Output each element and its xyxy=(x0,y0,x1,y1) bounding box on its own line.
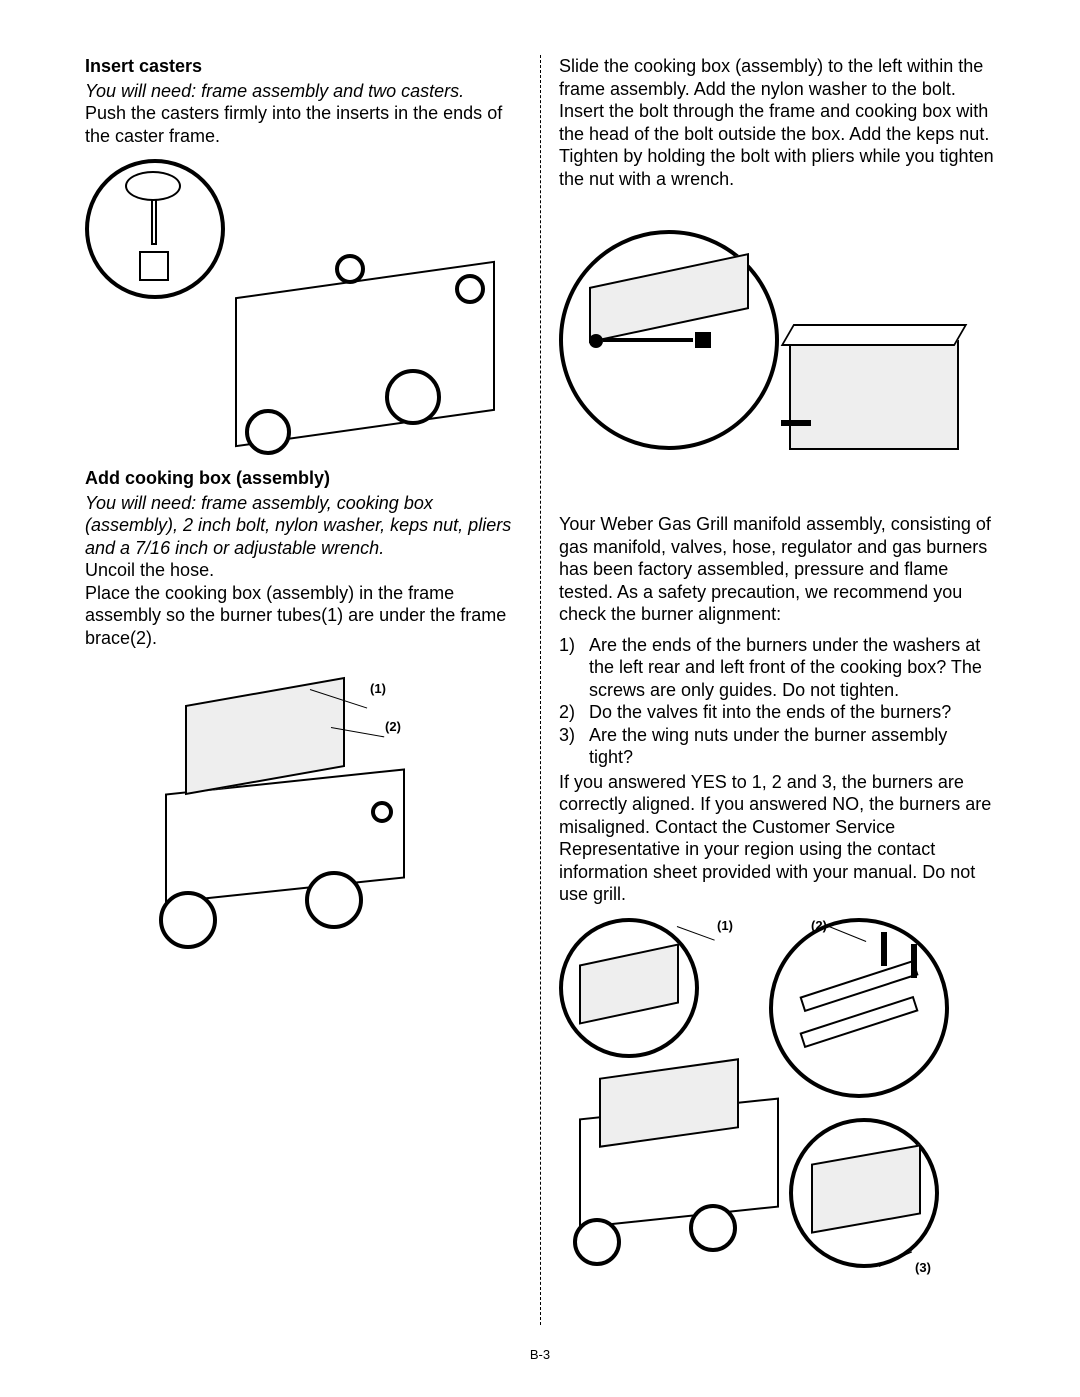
bolt-head-icon xyxy=(589,334,603,348)
section-insert-casters: Insert casters You will need: frame asse… xyxy=(85,55,522,147)
callout-r1: 1 xyxy=(717,918,733,933)
check-2-text: Do the valves fit into the ends of the b… xyxy=(589,701,951,724)
heading-insert-casters: Insert casters xyxy=(85,55,522,78)
check-1-text: Are the ends of the burners under the wa… xyxy=(589,634,995,702)
wheel-d-icon xyxy=(689,1204,737,1252)
page-number: B-3 xyxy=(0,1347,1080,1362)
callout-r3-label: 3 xyxy=(915,1260,931,1275)
body-insert-casters: Push the casters firmly into the inserts… xyxy=(85,102,522,147)
figure-alignment-checks: 1 2 3 xyxy=(559,918,995,1288)
keps-nut-icon xyxy=(695,332,711,348)
caster-a-icon xyxy=(371,801,393,823)
bolt-side-icon xyxy=(781,420,811,426)
wheel-c-icon xyxy=(573,1218,621,1266)
callout-r2: 2 xyxy=(811,918,827,933)
list-number-3: 3) xyxy=(559,724,589,769)
callout-r2-label: 2 xyxy=(811,918,827,933)
check-3-text: Are the wing nuts under the burner assem… xyxy=(589,724,995,769)
frame-leg-top-icon xyxy=(139,251,169,281)
caster-top-2-icon xyxy=(455,274,485,304)
figure-bolt-detail xyxy=(559,230,995,485)
figure-add-cooking-box: 1 2 xyxy=(145,661,445,961)
valve-stem-1-icon xyxy=(881,932,887,966)
figure-insert-casters xyxy=(85,159,522,439)
callout-r1-label: 1 xyxy=(717,918,733,933)
callout-2-label: 2 xyxy=(385,719,401,734)
right-column: Slide the cooking box (assembly) to the … xyxy=(540,55,995,1325)
para-slide-box-text: Slide the cooking box (assembly) to the … xyxy=(559,55,995,190)
wheel-b-icon xyxy=(305,871,363,929)
detail-circle-3b-icon xyxy=(769,918,949,1098)
bolt-shaft-icon xyxy=(603,338,693,342)
list-item: 3) Are the wing nuts under the burner as… xyxy=(559,724,995,769)
page-columns: Insert casters You will need: frame asse… xyxy=(85,55,995,1325)
valve-stem-2-icon xyxy=(911,944,917,978)
body-place-box: Place the cooking box (assembly) in the … xyxy=(85,582,522,650)
list-item: 2) Do the valves fit into the ends of th… xyxy=(559,701,995,724)
wheel-2-icon xyxy=(385,369,441,425)
para-answer: If you answered YES to 1, 2 and 3, the b… xyxy=(559,771,995,906)
list-number-2: 2) xyxy=(559,701,589,724)
para-slide-box: Slide the cooking box (assembly) to the … xyxy=(559,55,995,190)
para-manifold: Your Weber Gas Grill manifold assembly, … xyxy=(559,513,995,626)
burner-check-list: 1) Are the ends of the burners under the… xyxy=(559,634,995,769)
wheel-a-icon xyxy=(159,891,217,949)
left-column: Insert casters You will need: frame asse… xyxy=(85,55,540,1325)
heading-add-cooking-box: Add cooking box (assembly) xyxy=(85,467,522,490)
list-item: 1) Are the ends of the burners under the… xyxy=(559,634,995,702)
callout-1-label: 1 xyxy=(370,681,386,696)
para-manifold-text: Your Weber Gas Grill manifold assembly, … xyxy=(559,513,995,626)
body-uncoil: Uncoil the hose. xyxy=(85,559,522,582)
needs-add-cooking-box: You will need: frame assembly, cooking b… xyxy=(85,492,522,560)
needs-insert-casters: You will need: frame assembly and two ca… xyxy=(85,80,522,103)
wheel-1-icon xyxy=(245,409,291,455)
para-answer-text: If you answered YES to 1, 2 and 3, the b… xyxy=(559,771,995,906)
section-add-cooking-box: Add cooking box (assembly) You will need… xyxy=(85,467,522,649)
box-side-icon xyxy=(789,340,959,450)
callout-2: 2 xyxy=(385,719,401,734)
box-front-flap-icon xyxy=(781,324,968,346)
caster-wheel-icon xyxy=(125,171,181,201)
callout-1: 1 xyxy=(370,681,386,696)
caster-top-1-icon xyxy=(335,254,365,284)
list-number-1: 1) xyxy=(559,634,589,702)
callout-r3: 3 xyxy=(915,1260,931,1275)
